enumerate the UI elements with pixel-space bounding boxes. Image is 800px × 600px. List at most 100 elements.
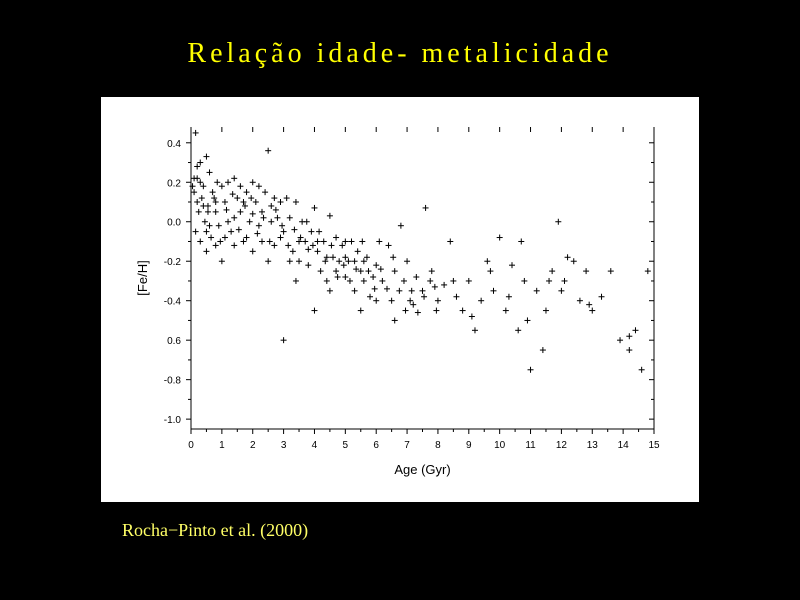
data-point [248,195,255,202]
y-tick-label: 0.0 [167,218,181,229]
data-point [360,277,367,284]
data-point [342,274,349,281]
data-point [240,199,247,206]
data-point [252,199,259,206]
x-axis-label: Age (Gyr) [394,462,450,477]
data-point [496,234,503,241]
data-point [221,234,228,241]
data-point [237,183,244,190]
data-point [410,301,417,308]
data-point [203,228,210,235]
data-point [314,248,321,255]
data-point [323,254,330,261]
y-tick-label: -0.2 [164,257,182,268]
data-point [303,218,310,225]
data-point [255,183,262,190]
data-point [254,230,261,237]
scatter-chart: 0 1 2 3 4 5 6 7 8 9 10 11 12 13 14 150.40.20.0-0.2-0.40… [135,127,660,477]
data-point [262,189,269,196]
data-point [391,317,398,324]
data-point [194,199,201,206]
data-point [280,337,287,344]
chart-axes [190,127,655,430]
data-point [206,169,213,176]
data-point [292,199,299,206]
data-point [433,307,440,314]
data-point [487,268,494,275]
data-point [379,277,386,284]
data-point [404,258,411,265]
data-point [203,153,210,160]
data-point [311,204,318,211]
data-point [555,218,562,225]
data-point [422,204,429,211]
data-point [414,309,421,316]
data-point [397,222,404,229]
data-point [340,262,347,269]
y-tick-label: 0.4 [167,139,181,150]
x-tick-label: 15 [648,440,660,451]
data-point [377,266,384,273]
data-point [212,199,219,206]
data-point [302,238,309,245]
data-point [221,199,228,206]
data-point [421,293,428,300]
data-point [351,287,358,294]
data-point [311,307,318,314]
x-tick-label: 14 [618,440,630,451]
data-point [521,277,528,284]
data-point [351,258,358,265]
y-tick-label: -1.0 [164,415,182,426]
data-point [427,277,434,284]
data-point [354,248,361,255]
data-point [204,208,211,215]
data-point [268,202,275,209]
data-point [376,238,383,245]
data-point [277,234,284,241]
data-point [570,258,577,265]
data-point [346,277,353,284]
data-point [419,287,426,294]
data-point [434,297,441,304]
data-point [400,277,407,284]
data-point [197,159,204,166]
data-point [549,268,556,275]
data-point [242,202,249,209]
data-point [607,268,614,275]
data-point [255,222,262,229]
data-point [223,206,230,213]
data-point [632,327,639,334]
x-tick-label: 8 [435,440,441,451]
data-point [305,246,312,253]
data-point [365,268,372,275]
data-point [546,277,553,284]
data-point [353,266,360,273]
x-tick-label: 0 [188,440,194,451]
data-point [258,208,265,215]
data-point [586,301,593,308]
data-point [258,238,265,245]
data-point [459,307,466,314]
data-point [390,254,397,261]
data-point [333,234,340,241]
data-point [217,238,224,245]
data-point [317,268,324,275]
data-point [524,317,531,324]
data-point [589,307,596,314]
data-point [305,262,312,269]
data-point [279,222,286,229]
data-point [539,347,546,354]
data-point [413,274,420,281]
data-point [203,248,210,255]
data-point [200,202,207,209]
data-point [191,189,198,196]
data-point [345,258,352,265]
data-point [326,287,333,294]
data-point [342,254,349,261]
x-tick-label: 3 [281,440,287,451]
data-point [197,238,204,245]
data-point [396,287,403,294]
data-point [644,268,651,275]
x-tick-label: 9 [466,440,472,451]
data-point [542,307,549,314]
